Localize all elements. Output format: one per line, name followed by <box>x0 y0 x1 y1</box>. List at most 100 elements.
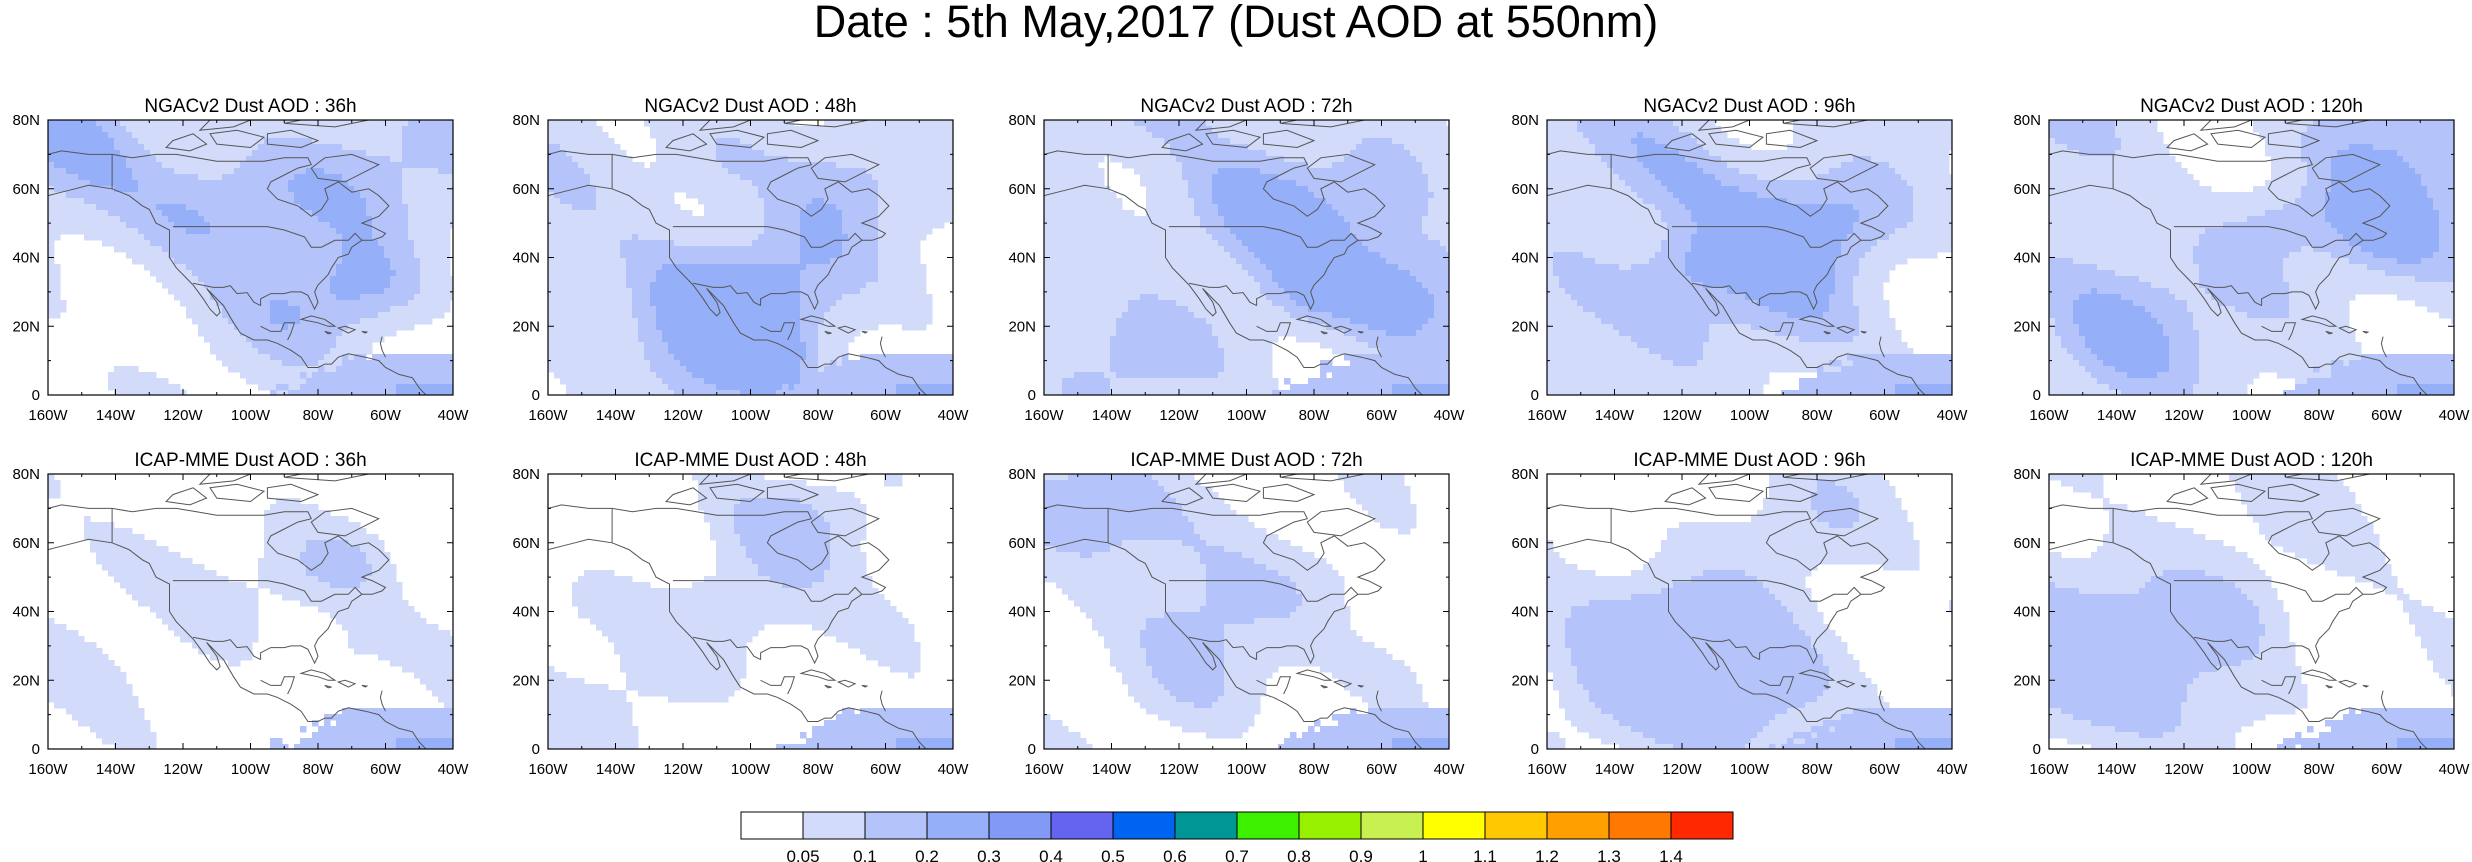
lon-label: 160W <box>1024 761 1064 778</box>
island <box>1306 507 1377 537</box>
colorbar-label: 1.4 <box>1659 847 1683 862</box>
island <box>2300 669 2338 681</box>
coastline <box>48 184 427 395</box>
colorbar-label: 0.7 <box>1225 847 1249 862</box>
lat-label: 20N <box>1511 672 1539 689</box>
lon-label: 140W <box>1092 407 1132 424</box>
lat-label: 40N <box>12 604 40 621</box>
lon-label: 160W <box>1527 407 1567 424</box>
colorbar-swatch <box>802 811 866 840</box>
island <box>709 129 766 149</box>
island <box>1332 325 1353 334</box>
coastline <box>1044 504 1386 665</box>
colorbar-swatch <box>988 811 1052 840</box>
coastline <box>1256 322 1292 341</box>
map-panel: NGACv2 Dust AOD : 120h 80N 60N 40N 20N 0 160W 1… <box>2013 96 2470 424</box>
coastline <box>1878 336 1885 358</box>
country-border <box>1671 226 1862 248</box>
lon-label: 60W <box>1366 761 1398 778</box>
coastline <box>1759 676 1795 695</box>
panel-title: ICAP-MME Dust AOD : 96h <box>1633 450 1865 471</box>
map-panel: ICAP-MME Dust AOD : 36h 80N 60N 40N 20N 0 160W… <box>12 450 469 778</box>
island <box>361 684 369 688</box>
island <box>336 679 357 688</box>
island <box>2300 315 2338 327</box>
map-panel: ICAP-MME Dust AOD : 120h 80N 60N 40N 20N 0 160… <box>2013 450 2470 778</box>
colorbar-label: 0.3 <box>977 847 1001 862</box>
lat-label: 20N <box>2013 318 2041 335</box>
coastline <box>1375 690 1382 712</box>
country-border <box>672 226 863 248</box>
lat-label: 80N <box>512 466 540 483</box>
lat-label: 80N <box>1511 466 1539 483</box>
lon-label: 140W <box>596 761 636 778</box>
lon-label: 60W <box>870 761 902 778</box>
island <box>1295 669 1333 681</box>
coastline <box>1044 184 1423 395</box>
island <box>2362 330 2370 334</box>
colorbar-label: 1 <box>1418 847 1427 862</box>
lon-label: 160W <box>1527 761 1567 778</box>
aod-field <box>1044 120 1449 395</box>
dust-plume <box>1278 708 1449 749</box>
dust-plume <box>1272 354 1449 395</box>
aod-field <box>2049 474 2454 749</box>
lon-label: 120W <box>2164 761 2204 778</box>
coastline <box>548 504 890 665</box>
colorbar-swatch <box>1050 811 1114 840</box>
colorbar-swatch <box>1484 811 1548 840</box>
lon-label: 40W <box>1937 761 1969 778</box>
island <box>1697 474 1750 485</box>
colorbar-swatch <box>926 811 990 840</box>
island <box>2166 487 2209 506</box>
island <box>2325 330 2333 335</box>
colorbar-label: 0.1 <box>853 847 877 862</box>
colorbar-label: 0.4 <box>1039 847 1063 862</box>
island <box>165 133 208 152</box>
country-border <box>2173 580 2364 602</box>
panel-title: NGACv2 Dust AOD : 36h <box>144 96 356 117</box>
lon-label: 60W <box>1869 407 1901 424</box>
panel-title: ICAP-MME Dust AOD : 72h <box>1130 450 1362 471</box>
colorbar-swatch <box>864 811 928 840</box>
coastline <box>379 690 386 712</box>
colorbar-swatch <box>1608 811 1672 840</box>
island <box>299 669 337 681</box>
dust-plume <box>1769 708 1952 749</box>
lat-label: 80N <box>1008 112 1036 129</box>
lon-label: 100W <box>231 761 271 778</box>
island <box>1809 153 1880 183</box>
lon-label: 100W <box>1227 761 1267 778</box>
island <box>810 507 881 537</box>
coastline <box>48 538 427 749</box>
country-border <box>1692 282 1760 307</box>
lat-label: 40N <box>1511 604 1539 621</box>
island <box>1262 129 1316 149</box>
coastline <box>760 676 796 695</box>
lon-label: 40W <box>2439 761 2471 778</box>
lon-label: 160W <box>2029 407 2069 424</box>
island <box>1205 129 1262 149</box>
lat-label: 60N <box>2013 535 2041 552</box>
island <box>336 325 357 334</box>
lon-label: 100W <box>1730 761 1770 778</box>
lon-label: 120W <box>1662 761 1702 778</box>
country-border <box>193 636 261 661</box>
island <box>2325 684 2333 689</box>
island <box>1194 474 1247 485</box>
coastline <box>548 150 890 311</box>
country-border <box>172 226 363 248</box>
island <box>1306 153 1377 183</box>
lon-label: 120W <box>1159 761 1199 778</box>
lat-label: 0 <box>1531 741 1539 758</box>
lon-label: 40W <box>438 761 470 778</box>
aod-field <box>48 120 453 395</box>
lon-label: 80W <box>2304 761 2336 778</box>
island <box>665 487 708 506</box>
colorbar-swatch <box>1236 811 1300 840</box>
island <box>2210 483 2267 503</box>
island <box>361 330 369 334</box>
colorbar-swatch <box>1298 811 1362 840</box>
